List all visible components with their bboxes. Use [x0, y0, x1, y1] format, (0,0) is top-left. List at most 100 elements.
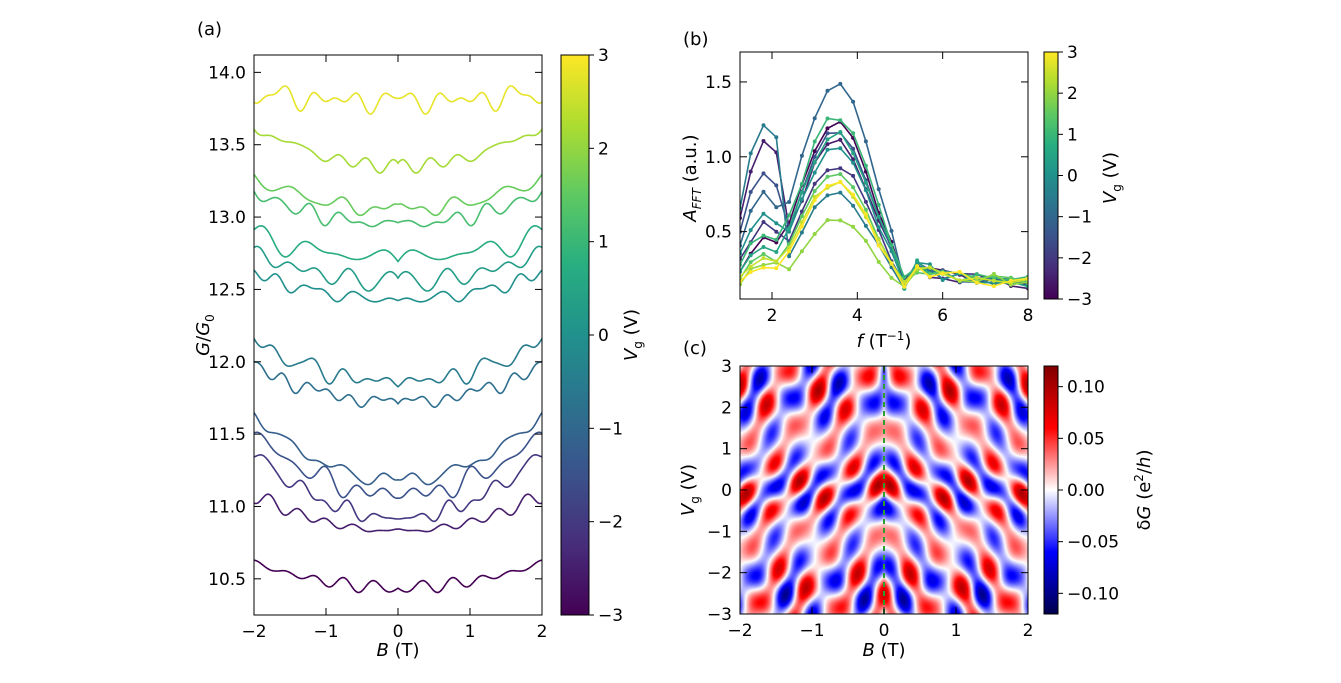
y-tick-label: −1 — [707, 522, 732, 542]
panel-a-colorbar-label: Vg (V) — [621, 309, 645, 361]
spectrum-point — [761, 265, 766, 270]
spectrum-point — [825, 183, 830, 188]
spectrum-point — [863, 207, 868, 212]
spectrum-point — [902, 280, 907, 285]
spectrum-point — [974, 280, 979, 285]
spectrum-point — [748, 270, 753, 274]
spectrum-point — [799, 153, 804, 158]
spectrum-point — [957, 269, 962, 274]
trace-line — [254, 338, 542, 388]
spectrum-point — [876, 187, 881, 192]
spectrum-point — [838, 172, 843, 177]
spectrum-point — [974, 272, 979, 277]
spectrum-point — [825, 142, 830, 147]
spectrum-point — [761, 211, 766, 216]
trace-line — [254, 559, 542, 594]
spectrum-point — [799, 249, 804, 254]
y-tick-label: 12.5 — [208, 280, 246, 300]
panel-a-y-label: G/G0 — [193, 314, 217, 356]
spectrum-point — [851, 224, 856, 229]
spectrum-point — [787, 226, 792, 231]
spectrum-point — [851, 203, 856, 208]
y-tick-label: 0.5 — [705, 223, 732, 243]
colorbar-tick-label: 2 — [598, 139, 609, 159]
panel-c-y-label: Vg (V) — [678, 464, 702, 516]
spectrum-point — [761, 123, 766, 128]
trace-line — [254, 85, 542, 115]
spectrum-point — [761, 245, 766, 249]
spectrum-point — [748, 253, 753, 258]
panel-b-colorbar — [1043, 51, 1059, 300]
x-tick-label: 1 — [951, 621, 962, 641]
trace-line — [254, 412, 542, 486]
spectrum-point — [812, 198, 817, 203]
spectrum-point — [774, 250, 779, 254]
spectrum-point — [812, 205, 817, 210]
colorbar-tick-label: −0.10 — [1067, 584, 1119, 604]
spectrum-point — [774, 237, 779, 242]
spectrum-point — [761, 189, 766, 194]
spectrum-point — [761, 233, 766, 238]
spectrum-point — [991, 284, 996, 289]
spectrum-point — [774, 259, 779, 264]
panel-b-letter: (b) — [683, 29, 708, 50]
spectrum-point — [863, 163, 868, 168]
spectrum-point — [876, 237, 881, 242]
trace-line — [254, 190, 542, 228]
spectrum-point — [851, 151, 856, 156]
spectrum-point — [825, 137, 830, 142]
x-tick-label: 2 — [537, 622, 548, 642]
panel-c-y-ticks: −3 −2 −1 0 1 2 3 — [707, 357, 1028, 625]
spectrum-point — [863, 212, 868, 217]
spectrum-point — [774, 183, 779, 188]
panel-c-colorbar-ticks: −0.10 −0.05 0.00 0.05 0.10 — [1058, 378, 1119, 604]
spectrum-point — [838, 81, 843, 86]
spectrum-point — [799, 197, 804, 202]
spectrum-point — [838, 130, 843, 134]
panel-a-colorbar — [560, 54, 590, 616]
spectrum-point — [812, 154, 817, 159]
spectrum-line — [740, 167, 1028, 285]
colorbar-tick-label: 0.10 — [1067, 378, 1105, 398]
spectrum-point — [825, 168, 830, 173]
spectrum-point — [761, 252, 766, 256]
colorbar-tick-label: −0.05 — [1067, 533, 1119, 553]
spectrum-point — [940, 278, 945, 282]
spectrum-point — [748, 208, 753, 213]
trace-line — [254, 431, 542, 500]
trace-line — [254, 453, 542, 523]
spectrum-point — [748, 151, 753, 156]
spectrum-point — [902, 275, 907, 279]
y-tick-label: 14.0 — [208, 63, 246, 83]
spectrum-point — [876, 225, 881, 230]
spectrum-point — [889, 228, 894, 233]
spectrum-point — [876, 202, 881, 207]
spectrum-point — [838, 218, 843, 223]
spectrum-point — [799, 181, 804, 186]
x-tick-label: 2 — [767, 306, 778, 326]
spectrum-line — [740, 219, 1028, 288]
spectrum-point — [863, 238, 868, 243]
spectrum-point — [774, 205, 779, 210]
spectrum-point — [812, 139, 817, 144]
spectrum-point — [774, 229, 779, 234]
panel-a-colorbar-ticks: −3 −2 −1 0 1 2 3 — [589, 46, 623, 626]
spectrum-point — [799, 214, 804, 219]
spectrum-point — [748, 190, 753, 194]
spectrum-point — [838, 166, 843, 171]
spectrum-point — [825, 147, 830, 152]
y-tick-label: −3 — [707, 605, 732, 625]
spectrum-point — [761, 171, 766, 176]
spectrum-point — [863, 199, 868, 204]
y-tick-label: 10.5 — [208, 570, 246, 590]
spectrum-point — [812, 232, 817, 236]
trace-line — [254, 361, 542, 408]
spectrum-point — [799, 209, 804, 214]
x-tick-label: −1 — [313, 622, 338, 642]
spectrum-point — [915, 258, 920, 263]
colorbar-tick-label: 1 — [1067, 125, 1078, 145]
panel-b-spectra — [740, 81, 1028, 292]
spectrum-point — [1008, 275, 1013, 280]
